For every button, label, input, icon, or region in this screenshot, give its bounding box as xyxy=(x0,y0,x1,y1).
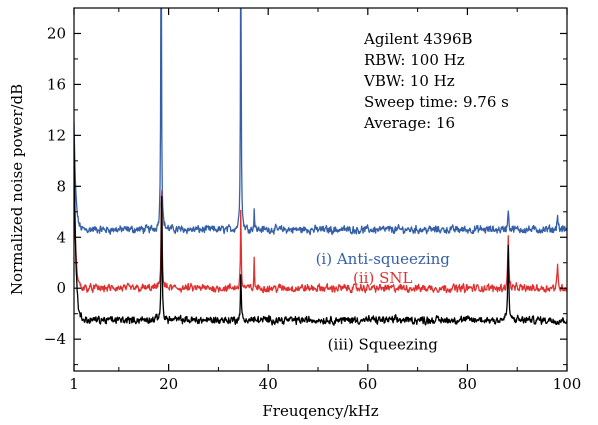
x-tick-label: 80 xyxy=(458,375,477,393)
x-tick-label: 40 xyxy=(259,375,278,393)
plot-frame xyxy=(73,7,568,372)
series-line-2 xyxy=(74,188,567,294)
info-line: Sweep time: 9.76 s xyxy=(364,93,509,111)
y-tick-label: 8 xyxy=(56,177,66,195)
y-tick-label: 12 xyxy=(47,126,66,144)
series-label: (iii) Squeezing xyxy=(328,335,439,353)
series-label: (ii) SNL xyxy=(353,269,412,287)
info-line: VBW: 10 Hz xyxy=(363,72,455,90)
ticks-layer: 1 20 40 60 80 100 −4 0 4 8 12 16 20 xyxy=(44,7,582,393)
x-tick-label: 1 xyxy=(69,375,79,393)
series-layer xyxy=(74,8,567,326)
x-axis-label: Freuqency/kHz xyxy=(262,402,378,420)
info-line: RBW: 100 Hz xyxy=(364,51,465,69)
y-tick-label: 0 xyxy=(56,279,66,297)
series-line-3 xyxy=(74,134,567,326)
info-box: Agilent 4396B RBW: 100 Hz VBW: 10 Hz Sweep … xyxy=(363,30,509,132)
series-line-1 xyxy=(74,8,567,236)
info-line: Agilent 4396B xyxy=(363,30,473,48)
y-axis-label: Normalized noise power/dB xyxy=(8,84,26,295)
x-tick-label: 20 xyxy=(159,375,178,393)
x-tick-label: 100 xyxy=(553,375,582,393)
series-labels: (i) Anti-squeezing(ii) SNL (iii) Squeezin… xyxy=(316,250,451,353)
y-tick-label: 4 xyxy=(56,228,66,246)
y-tick-label: 16 xyxy=(47,75,66,93)
series-label: (i) Anti-squeezing xyxy=(316,250,451,268)
y-tick-label: −4 xyxy=(44,330,66,348)
info-line: Average: 16 xyxy=(363,114,455,132)
x-tick-label: 60 xyxy=(358,375,377,393)
y-tick-label: 20 xyxy=(47,24,66,42)
